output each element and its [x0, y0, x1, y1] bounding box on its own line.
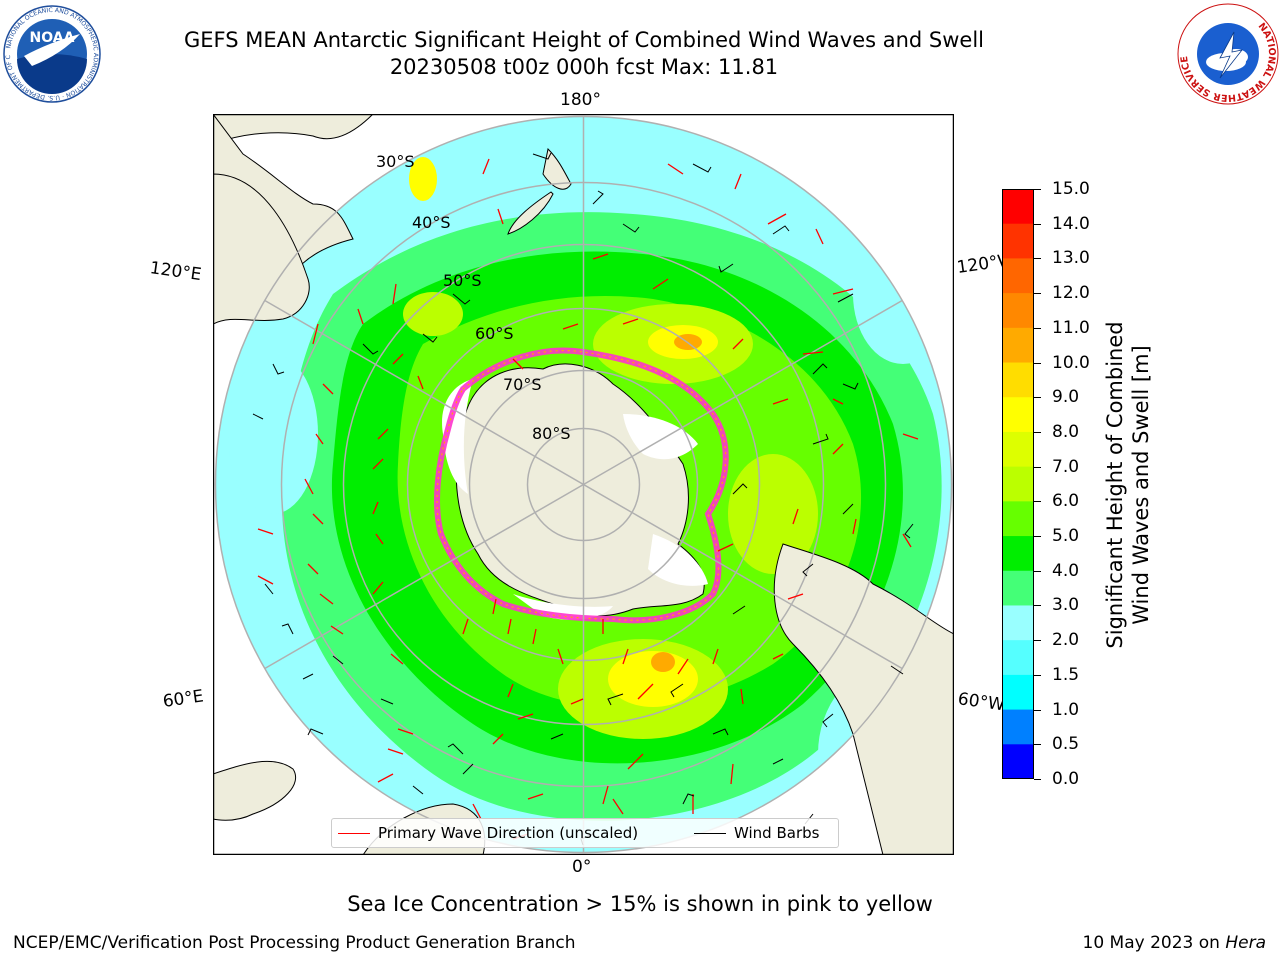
- colorbar-tick: [1034, 397, 1041, 399]
- colorbar-tick-label: 1.0: [1052, 699, 1080, 720]
- legend-swatch-barbs: [694, 833, 726, 834]
- colorbar-tick: [1034, 570, 1041, 572]
- colorbar-segment: [1002, 605, 1034, 641]
- footer-host: Hera: [1225, 933, 1266, 953]
- colorbar-tick-label: 8.0: [1052, 421, 1080, 442]
- sea-ice-edge: [434, 347, 729, 624]
- colorbar-tick: [1034, 744, 1041, 746]
- noaa-logo: NATIONAL OCEANIC AND ATMOSPHERIC ADMINIS…: [2, 4, 101, 103]
- title-line-2: 20230508 t00z 000h fcst Max: 11.81: [389, 55, 779, 79]
- lat-label-70s: 70°S: [503, 375, 542, 394]
- colorbar-segment: [1002, 536, 1034, 572]
- colorbar-border: [1002, 189, 1034, 779]
- legend-swatch-wave: [338, 833, 370, 834]
- lon-label-0: 0°: [572, 857, 592, 877]
- colorbar-segment: [1002, 570, 1034, 606]
- colorbar-tick: [1034, 362, 1041, 364]
- colorbar-tick-label: 0.5: [1052, 734, 1080, 755]
- chart-title: GEFS MEAN Antarctic Significant Height o…: [0, 27, 1168, 81]
- colorbar-tick: [1034, 536, 1041, 538]
- legend-label-wave: Primary Wave Direction (unscaled): [378, 824, 639, 842]
- legend-item-barbs: Wind Barbs: [694, 819, 819, 847]
- graticule: [214, 115, 953, 854]
- colorbar-tick-label: 11.0: [1052, 317, 1090, 338]
- lat-label-60s: 60°S: [475, 324, 514, 343]
- colorbar-tick: [1034, 674, 1041, 676]
- colorbar-label-line-2: Wind Waves and Swell [m]: [1129, 345, 1153, 625]
- lon-label-60e: 60°E: [161, 686, 205, 712]
- colorbar-segment: [1002, 501, 1034, 537]
- noaa-text: NOAA: [30, 30, 75, 46]
- colorbar-segment: [1002, 327, 1034, 364]
- colorbar-tick: [1034, 189, 1041, 190]
- colorbar-tick: [1034, 501, 1041, 503]
- colorbar: [1002, 189, 1034, 779]
- colorbar-tick-label: 1.5: [1052, 664, 1080, 685]
- colorbar-tick-label: 5.0: [1052, 526, 1080, 547]
- colorbar-tick-label: 13.0: [1052, 248, 1090, 269]
- footer-date: 10 May 2023 on Hera: [1083, 932, 1267, 954]
- colorbar-tick-label: 15.0: [1052, 179, 1090, 199]
- map-border: [213, 114, 954, 855]
- colorbar-tick-label: 4.0: [1052, 560, 1080, 581]
- lat-label-80s: 80°S: [532, 424, 571, 443]
- colorbar-segment: [1002, 258, 1034, 294]
- wave-height-map: [213, 114, 954, 855]
- colorbar-segment: [1002, 293, 1034, 329]
- colorbar-tick-label: 9.0: [1052, 387, 1080, 408]
- colorbar-tick: [1034, 709, 1041, 711]
- wind-barbs: [252, 152, 914, 846]
- lon-label-180: 180°: [560, 90, 601, 110]
- colorbar-segment: [1002, 431, 1034, 468]
- colorbar-segment: [1002, 362, 1034, 398]
- title-line-1: GEFS MEAN Antarctic Significant Height o…: [183, 28, 985, 52]
- footer-date-text: 10 May 2023 on: [1082, 933, 1226, 953]
- lon-label-120e: 120°E: [148, 258, 203, 286]
- nws-logo: NATIONAL WEATHER SERVICE: [1177, 3, 1279, 105]
- colorbar-tick: [1034, 431, 1041, 433]
- wave-direction-arrows: [257, 158, 919, 840]
- colorbar-tick: [1034, 223, 1041, 225]
- colorbar-segment: [1002, 744, 1034, 779]
- colorbar-tick-label: 7.0: [1052, 456, 1080, 477]
- map-canvas: [213, 114, 954, 855]
- colorbar-tick: [1034, 258, 1041, 260]
- colorbar-segment: [1002, 640, 1034, 676]
- lat-label-30s: 30°S: [376, 152, 415, 171]
- sea-ice-note: Sea Ice Concentration > 15% is shown in …: [347, 892, 933, 916]
- colorbar-segment: [1002, 189, 1034, 225]
- colorbar-tick-label: 2.0: [1052, 630, 1080, 651]
- colorbar-tick: [1034, 327, 1041, 329]
- colorbar-segment: [1002, 397, 1034, 433]
- colorbar-label-line-1: Significant Height of Combined: [1103, 321, 1127, 649]
- colorbar-tick: [1034, 293, 1041, 295]
- map-legend: Primary Wave Direction (unscaled) Wind B…: [331, 818, 839, 848]
- colorbar-segment: [1002, 223, 1034, 259]
- colorbar-tick: [1034, 466, 1041, 468]
- colorbar-tick-label: 3.0: [1052, 595, 1080, 616]
- colorbar-tick: [1034, 640, 1041, 642]
- legend-item-wave: Primary Wave Direction (unscaled): [338, 819, 638, 847]
- colorbar-tick-label: 14.0: [1052, 213, 1090, 234]
- colorbar-tick-label: 0.0: [1052, 769, 1080, 789]
- colorbar-segment: [1002, 674, 1034, 711]
- colorbar-tick: [1034, 779, 1041, 780]
- colorbar-tick-label: 6.0: [1052, 491, 1080, 512]
- lon-label-60w: 60°W: [956, 689, 1006, 716]
- colorbar-segment: [1002, 709, 1034, 745]
- colorbar-tick: [1034, 605, 1041, 607]
- colorbar-tick-label: 10.0: [1052, 352, 1090, 373]
- lat-label-40s: 40°S: [412, 213, 451, 232]
- colorbar-tick-label: 12.0: [1052, 283, 1090, 304]
- lat-label-50s: 50°S: [443, 271, 482, 290]
- colorbar-segment: [1002, 466, 1034, 502]
- legend-label-barbs: Wind Barbs: [734, 824, 820, 842]
- footer-producer: NCEP/EMC/Verification Post Processing Pr…: [13, 933, 576, 953]
